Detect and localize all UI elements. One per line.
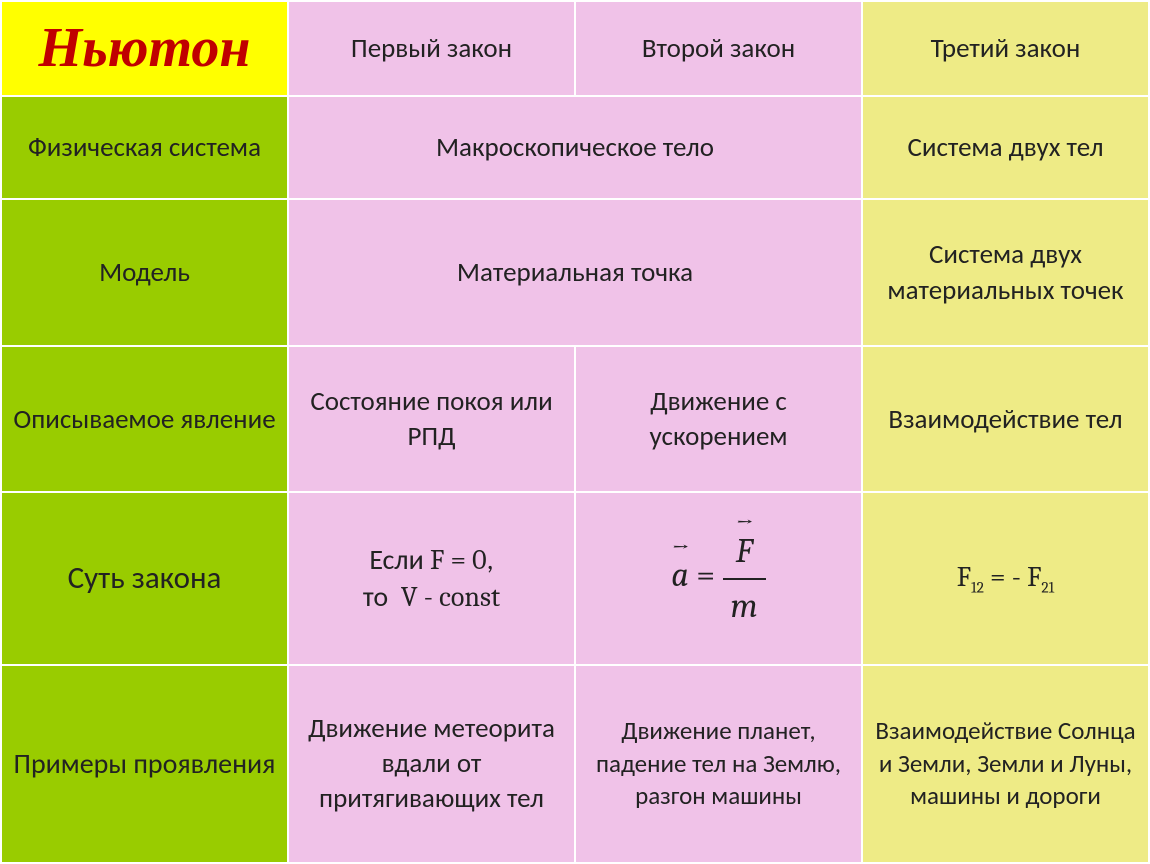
cell-ex-3: Взаимодействие Солнца и Земли, Земли и Л… bbox=[862, 665, 1149, 863]
col-header-2: Второй закон bbox=[575, 1, 862, 96]
cell-essence-3: F12 = - F21 bbox=[862, 492, 1149, 664]
row-label-model: Модель bbox=[1, 199, 288, 346]
row-label-examples: Примеры проявления bbox=[1, 665, 288, 863]
title-cell: Ньютон bbox=[1, 1, 288, 96]
table-row: Суть закона Если F = 0, то V - const a =… bbox=[1, 492, 1149, 664]
cell-essence-1: Если F = 0, то V - const bbox=[288, 492, 575, 664]
table-row: Физическая система Макроскопическое тело… bbox=[1, 96, 1149, 199]
table-row: Ньютон Первый закон Второй закон Третий … bbox=[1, 1, 1149, 96]
cell-system-3: Система двух тел bbox=[862, 96, 1149, 199]
row-label-phenomenon: Описываемое явление bbox=[1, 346, 288, 493]
cell-phenom-3: Взаимодействие тел bbox=[862, 346, 1149, 493]
cell-ex-1: Движение мете­орита вдали от притягивающ… bbox=[288, 665, 575, 863]
cell-model-3: Система двух материальных точек bbox=[862, 199, 1149, 346]
cell-essence-2: a = Fm bbox=[575, 492, 862, 664]
cell-phenom-2: Движение с ускорением bbox=[575, 346, 862, 493]
table-row: Примеры проявления Движение мете­орита в… bbox=[1, 665, 1149, 863]
row-label-system: Физическая система bbox=[1, 96, 288, 199]
table-row: Модель Материальная точка Система двух м… bbox=[1, 199, 1149, 346]
col-header-3: Третий закон bbox=[862, 1, 1149, 96]
cell-system-12: Макроскопическое тело bbox=[288, 96, 862, 199]
newton-laws-table: Ньютон Первый закон Второй закон Третий … bbox=[0, 0, 1150, 864]
row-label-essence: Суть закона bbox=[1, 492, 288, 664]
cell-ex-2: Движение планет, падение тел на Землю, р… bbox=[575, 665, 862, 863]
table-row: Описываемое явление Состояние покоя или … bbox=[1, 346, 1149, 493]
col-header-1: Первый закон bbox=[288, 1, 575, 96]
cell-model-12: Материальная точка bbox=[288, 199, 862, 346]
table: Ньютон Первый закон Второй закон Третий … bbox=[0, 0, 1150, 864]
cell-phenom-1: Состояние покоя или РПД bbox=[288, 346, 575, 493]
